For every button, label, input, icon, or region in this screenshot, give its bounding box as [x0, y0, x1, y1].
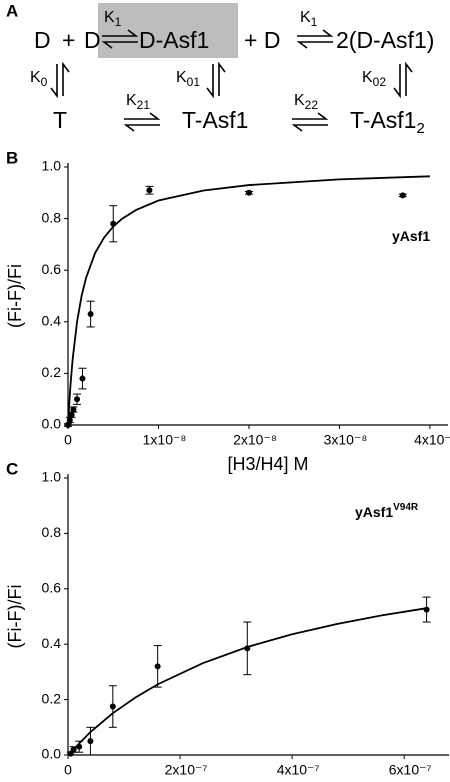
data-point [66, 416, 73, 423]
x-axis-title: [H3/H4] M [227, 454, 308, 474]
species: 2(D-Asf1) [336, 27, 434, 53]
y-tick-label: 0.6 [42, 261, 62, 277]
data-point [244, 645, 251, 652]
plus: + [62, 27, 75, 53]
y-tick-label: 0.8 [42, 524, 62, 540]
data-point [109, 703, 116, 710]
y-tick-label: 0.2 [42, 364, 62, 380]
data-point [70, 406, 77, 413]
species: D [34, 27, 51, 53]
y-tick-label: 0.2 [42, 690, 62, 706]
plus: + D [244, 27, 280, 53]
data-point [79, 375, 86, 382]
y-tick-label: 0.6 [42, 580, 62, 596]
fit-curve [67, 175, 430, 426]
y-tick-label: 0.8 [42, 209, 62, 225]
data-point [146, 187, 153, 194]
data-point [74, 396, 81, 403]
equilibrium-arrow [123, 112, 161, 132]
chart: C0.00.20.40.60.81.002x10⁻⁷4x10⁻⁷6x10⁻⁷[H… [5, 459, 449, 778]
data-point [399, 192, 406, 199]
data-point [154, 663, 161, 670]
annotation-text: yAsf1 [392, 228, 430, 244]
data-point [110, 220, 117, 227]
annotation-superscript: V94R [393, 502, 419, 513]
fit-curve [67, 607, 427, 756]
x-tick-label: 6x10⁻⁷ [389, 762, 432, 778]
data-point [68, 411, 75, 418]
scheme: A D + D K1 D-Asf1 + D K1 2(D-Asf1) K0 K0… [6, 1, 434, 136]
equilibrium-arrow [206, 63, 226, 97]
data-point [245, 189, 252, 196]
rate-constant: K02 [362, 69, 386, 89]
species: T-Asf12 [350, 107, 425, 137]
rate-constant: K1 [104, 9, 122, 29]
y-tick-label: 1.0 [42, 158, 62, 174]
data-point [65, 422, 71, 428]
x-tick-label: 0 [64, 432, 72, 448]
data-point [76, 743, 83, 750]
equilibrium-arrow [291, 112, 329, 132]
panel-label: A [6, 1, 18, 20]
charts: B 0.0 0.2 0.4 0.6 0.8 1.0 0 1x10⁻⁸ 2x10⁻⁸ 3x10⁻⁸ 4x… [5, 148, 450, 778]
equilibrium-arrow [296, 29, 334, 49]
rate-constant: K0 [30, 69, 48, 89]
x-tick-label: 2x10⁻⁷ [165, 762, 208, 778]
rate-constant: K01 [176, 69, 200, 89]
y-axis-title: (Fi-F)/Fi [5, 585, 25, 649]
species: D-Asf1 [139, 27, 209, 53]
panel-label: C [6, 459, 18, 478]
panel-label: B [6, 148, 18, 167]
x-tick-label: 4x10⁻⁸ [414, 432, 450, 448]
rate-constant: K1 [300, 9, 318, 29]
x-tick-label: 4x10⁻⁷ [277, 762, 320, 778]
y-tick-label: 0.0 [42, 416, 62, 432]
x-tick-label: 1x10⁻⁸ [143, 432, 187, 448]
data-point [70, 746, 77, 753]
y-tick-label: 0.0 [42, 746, 62, 762]
species: T [53, 107, 67, 133]
annotation: yAsf1V94R [355, 502, 419, 520]
rate-constant: K22 [294, 92, 318, 112]
data-point [87, 311, 94, 318]
species: D [84, 27, 101, 53]
equilibrium-arrow [50, 63, 70, 97]
chart: B 0.0 0.2 0.4 0.6 0.8 1.0 0 1x10⁻⁸ 2x10⁻⁸ 3x10⁻⁸ 4x… [5, 148, 450, 473]
rate-constant: K21 [126, 92, 150, 112]
species: T-Asf1 [182, 107, 248, 133]
y-tick-label: 0.4 [42, 313, 62, 329]
annotation: yAsf1 [392, 228, 430, 244]
data-point [87, 738, 94, 745]
x-tick-label: 3x10⁻⁸ [324, 432, 368, 448]
x-tick-label: 2x10⁻⁸ [233, 432, 277, 448]
y-tick-label: 0.4 [42, 635, 62, 651]
highlight-box [98, 3, 238, 58]
x-tick-label: 0 [64, 762, 72, 778]
equilibrium-arrow [393, 63, 413, 97]
y-tick-label: 1.0 [42, 469, 62, 485]
data-point [423, 606, 430, 613]
y-axis-title: (Fi-F)/Fi [5, 264, 25, 328]
annotation-text: yAsf1 [355, 504, 393, 520]
